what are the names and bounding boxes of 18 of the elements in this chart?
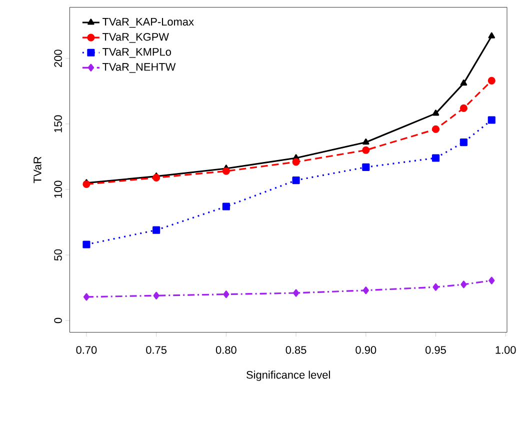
legend-label: TVaR_KMPLo bbox=[102, 48, 171, 58]
y-axis-title: TVaR bbox=[34, 156, 42, 184]
x-tick-label: 1.00 bbox=[496, 346, 516, 354]
x-axis-title: Significance level bbox=[246, 370, 330, 381]
legend-label: TVaR_NEHTW bbox=[102, 63, 176, 73]
x-tick-label: 0.70 bbox=[76, 346, 97, 354]
x-tick-label: 0.80 bbox=[216, 346, 236, 354]
y-tick-label: 50 bbox=[54, 249, 62, 261]
x-tick-label: 0.85 bbox=[286, 346, 306, 354]
y-tick-label: 200 bbox=[54, 50, 62, 67]
x-tick-label: 0.75 bbox=[146, 346, 167, 354]
y-tick-label: 0 bbox=[54, 318, 62, 324]
x-tick-label: 0.95 bbox=[426, 346, 446, 354]
y-tick-label: 150 bbox=[54, 115, 62, 132]
legend-label: TVaR_KAP-Lomax bbox=[102, 18, 194, 28]
y-tick-label: 100 bbox=[54, 180, 62, 198]
x-tick-label: 0.90 bbox=[356, 346, 376, 354]
legend-label: TVaR_KGPW bbox=[102, 33, 169, 43]
